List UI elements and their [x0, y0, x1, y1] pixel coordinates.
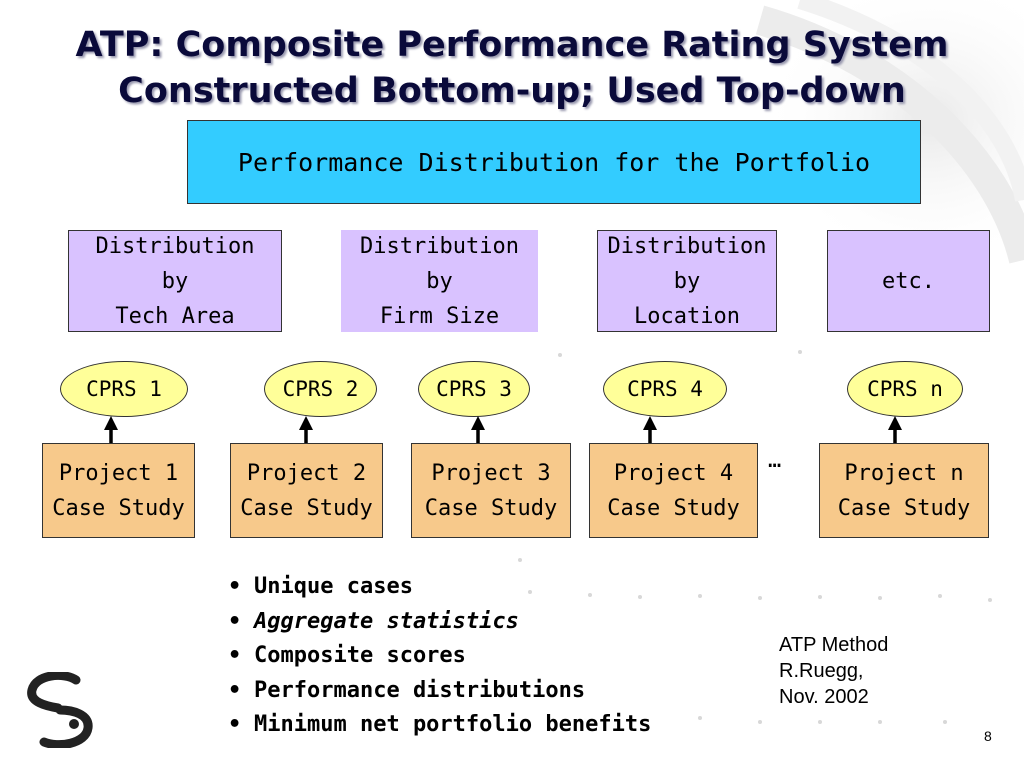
- bullet-item: • Performance distributions: [228, 677, 586, 703]
- distribution-etc-box: etc.: [827, 230, 990, 332]
- portfolio-distribution-box: Performance Distribution for the Portfol…: [187, 120, 921, 204]
- page-number: 8: [984, 728, 992, 744]
- cprs-2-ellipse: CPRS 2: [264, 361, 377, 417]
- project-subtitle: Case Study: [52, 495, 185, 521]
- project-title: Project n: [844, 460, 964, 486]
- distribution-label: Distribution: [607, 233, 767, 259]
- distribution-label: Distribution: [95, 233, 255, 259]
- distribution-by: by: [161, 268, 189, 294]
- credit-line-2: R.Ruegg,: [779, 660, 864, 682]
- project-n-box: Project n Case Study: [819, 443, 989, 538]
- distribution-firm-size-box: Distribution by Firm Size: [341, 230, 538, 332]
- project-subtitle: Case Study: [837, 495, 971, 521]
- distribution-label: Distribution: [360, 233, 519, 259]
- distribution-category: Location: [634, 303, 740, 329]
- cprs-4-ellipse: CPRS 4: [603, 361, 727, 417]
- bullet-item: • Unique cases: [228, 574, 413, 599]
- credit-block: ATP Method R.Ruegg, Nov. 2002: [779, 632, 888, 710]
- distribution-location-box: Distribution by Location: [597, 230, 777, 332]
- title-line-2: Constructed Bottom-up; Used Top-down: [118, 71, 906, 111]
- project-title: Project 3: [431, 460, 551, 486]
- bullet-list: • Unique cases • Aggregate statistics • Com…: [228, 570, 651, 743]
- project-1-box: Project 1 Case Study: [42, 443, 195, 538]
- project-title: Project 4: [613, 460, 734, 486]
- distribution-by: by: [673, 268, 701, 294]
- cprs-1-ellipse: CPRS 1: [60, 361, 188, 417]
- slide-title: ATP: Composite Performance Rating System…: [0, 22, 1024, 114]
- project-subtitle: Case Study: [240, 495, 373, 521]
- bullet-item: • Minimum net portfolio benefits: [228, 712, 652, 737]
- title-line-1: ATP: Composite Performance Rating System: [75, 25, 949, 65]
- distribution-tech-area-box: Distribution by Tech Area: [68, 230, 282, 332]
- ellipsis-dots: …: [768, 448, 784, 473]
- distribution-category: Tech Area: [115, 303, 235, 329]
- cs-logo-icon: [27, 672, 93, 748]
- cprs-3-ellipse: CPRS 3: [418, 361, 530, 417]
- project-subtitle: Case Study: [424, 495, 558, 521]
- credit-line-3: Nov. 2002: [779, 686, 869, 708]
- distribution-by: by: [426, 268, 453, 294]
- cprs-n-ellipse: CPRS n: [847, 361, 963, 417]
- distribution-category: Firm Size: [379, 303, 500, 329]
- project-4-box: Project 4 Case Study: [589, 443, 758, 538]
- credit-line-1: ATP Method: [779, 634, 889, 656]
- project-2-box: Project 2 Case Study: [230, 443, 383, 538]
- project-3-box: Project 3 Case Study: [411, 443, 571, 538]
- project-title: Project 1: [58, 460, 179, 486]
- project-subtitle: Case Study: [607, 495, 740, 521]
- bullet-item: • Composite scores: [228, 643, 466, 668]
- distribution-etc-label: etc.: [882, 268, 935, 294]
- bullet-item: • Aggregate statistics: [228, 608, 519, 634]
- project-title: Project 2: [246, 460, 367, 486]
